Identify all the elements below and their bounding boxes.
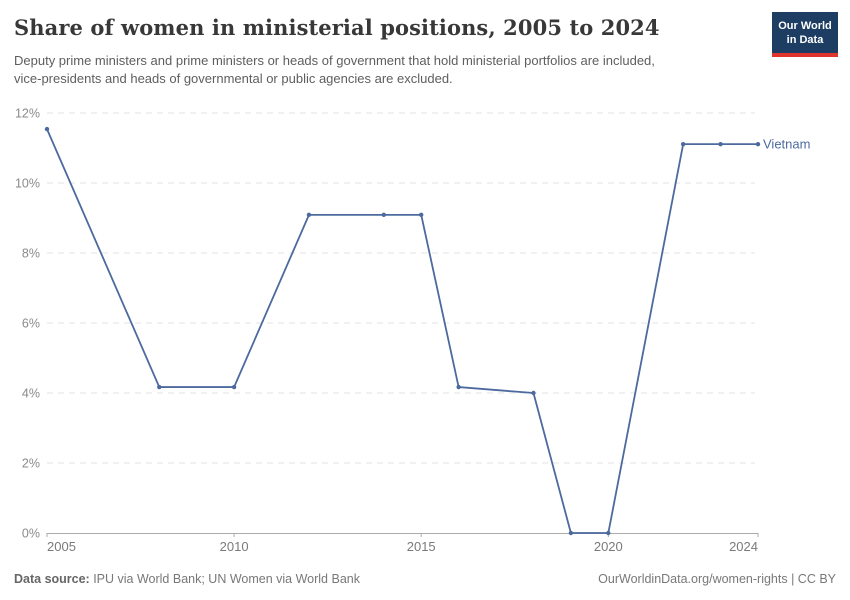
x-tick-label: 2020 bbox=[594, 539, 623, 554]
chart-subtitle: Deputy prime ministers and prime ministe… bbox=[14, 53, 655, 87]
data-source-text: Data source: IPU via World Bank; UN Wome… bbox=[14, 572, 360, 586]
data-line[interactable] bbox=[46, 128, 758, 534]
page-title: Share of women in ministerial positions,… bbox=[14, 15, 660, 40]
data-point[interactable] bbox=[606, 530, 611, 536]
data-point[interactable] bbox=[680, 141, 686, 147]
series-label[interactable]: Vietnam bbox=[763, 137, 810, 152]
data-point[interactable] bbox=[381, 212, 386, 218]
data-point[interactable] bbox=[531, 390, 536, 396]
y-tick-label: 2% bbox=[22, 457, 40, 471]
data-point[interactable] bbox=[231, 384, 237, 390]
y-tick-label: 6% bbox=[22, 317, 40, 331]
y-tick-label: 8% bbox=[22, 247, 40, 261]
x-tick-label: 2024 bbox=[729, 539, 758, 554]
x-tick-label: 2005 bbox=[47, 539, 76, 554]
x-tick-label: 2010 bbox=[220, 539, 249, 554]
data-point[interactable] bbox=[44, 126, 50, 132]
x-tick-label: 2015 bbox=[407, 539, 436, 554]
y-tick-label: 4% bbox=[22, 387, 40, 401]
data-point[interactable] bbox=[456, 384, 461, 390]
y-tick-label: 0% bbox=[22, 527, 40, 541]
data-source-label: Data source: bbox=[14, 572, 90, 586]
data-source-value: IPU via World Bank; UN Women via World B… bbox=[89, 572, 360, 586]
owid-logo[interactable]: Our World in Data bbox=[772, 12, 838, 57]
y-tick-label: 12% bbox=[15, 107, 40, 121]
chart-footer: Data source: IPU via World Bank; UN Wome… bbox=[14, 572, 836, 586]
owid-logo-line1: Our World bbox=[778, 20, 832, 32]
data-point[interactable] bbox=[306, 212, 312, 218]
owid-logo-line2: in Data bbox=[786, 34, 824, 47]
data-point[interactable] bbox=[718, 141, 723, 147]
footer-link[interactable]: OurWorldinData.org/women-rights | CC BY bbox=[598, 572, 836, 586]
data-point[interactable] bbox=[157, 384, 162, 390]
data-point[interactable] bbox=[568, 530, 574, 536]
data-point[interactable] bbox=[755, 141, 761, 147]
y-tick-label: 10% bbox=[15, 177, 40, 191]
data-point[interactable] bbox=[419, 212, 424, 218]
